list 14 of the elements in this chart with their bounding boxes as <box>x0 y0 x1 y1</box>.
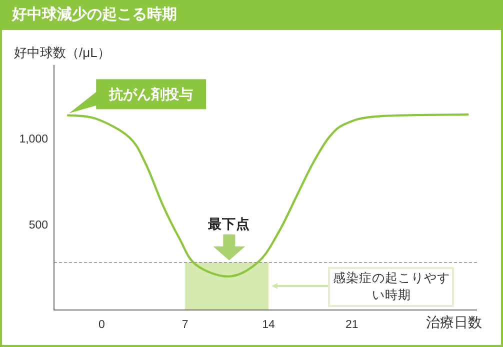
chart-title: 好中球減少の起こる時期 <box>0 0 503 30</box>
callout-pointer: 抗がん剤投与 <box>69 79 206 114</box>
arrow-down: 最下点 <box>208 216 250 260</box>
y-axis-title: 好中球数（/μL） <box>14 44 110 62</box>
band-label: 感染症の起こりやすい時期 <box>328 267 454 307</box>
annotation: 最下点 <box>207 216 250 232</box>
x-tick-label: 21 <box>345 319 358 331</box>
x-tick-label: 0 <box>98 319 105 331</box>
y-tick-label: 500 <box>28 219 48 232</box>
annotation: 抗がん剤投与 <box>108 86 194 102</box>
x-tick-label: 7 <box>182 319 188 331</box>
x-tick-label: 14 <box>262 319 276 331</box>
y-tick-label: 1,000 <box>19 134 48 146</box>
x-axis-title: 治療日数 <box>426 314 482 332</box>
